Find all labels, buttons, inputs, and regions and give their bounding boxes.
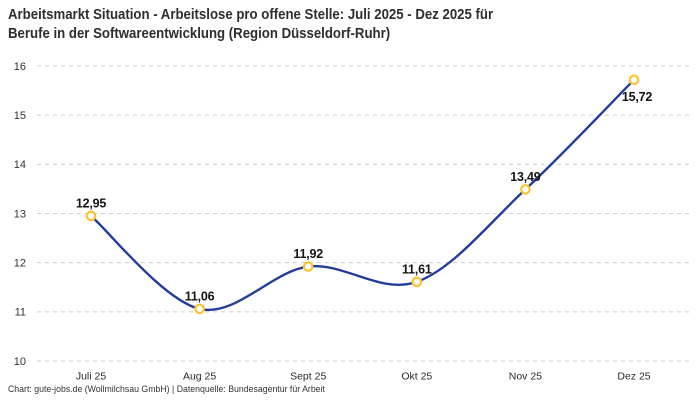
data-point-label: 13,49 [510,170,541,184]
x-axis-tick-label: Dez 25 [617,371,650,383]
data-point-marker [302,261,314,272]
data-point-label: 12,95 [76,196,107,210]
series-line [89,78,636,312]
data-point-label: 11,61 [402,262,432,276]
y-axis-tick-label: 16 [14,61,26,73]
chart-credit: Chart: gute-jobs.de (Wollmilchsau GmbH) … [8,384,325,395]
data-point-label: 11,92 [293,247,323,261]
data-point-marker [194,303,205,315]
y-axis-tick-label: 10 [14,356,26,368]
data-point-marker [85,210,97,222]
x-axis-tick-label: Nov 25 [509,371,542,383]
x-axis-tick-label: Sept 25 [290,371,326,383]
y-axis-tick-label: 11 [15,307,26,319]
data-point-label: 11,06 [185,289,215,303]
data-point-label: 15,72 [622,90,653,104]
chart-title-line1: Arbeitsmarkt Situation - Arbeitslose pro… [8,6,494,23]
x-axis-tick-label: Okt 25 [401,371,432,383]
data-point-marker [628,74,640,86]
data-point-marker [411,276,423,288]
data-point-marker [520,184,531,195]
chart-title-line2: Berufe in der Softwareentwicklung (Regio… [8,25,391,42]
y-axis-tick-label: 13 [14,208,26,220]
y-axis-tick-label: 15 [14,110,26,122]
y-axis-tick-label: 12 [14,257,26,269]
chart-title: Arbeitsmarkt Situation - Arbeitslose pro… [8,5,493,43]
y-axis-tick-label: 14 [14,159,26,171]
x-axis-tick-label: Juli 25 [76,371,107,383]
x-axis-tick-label: Aug 25 [183,371,216,383]
